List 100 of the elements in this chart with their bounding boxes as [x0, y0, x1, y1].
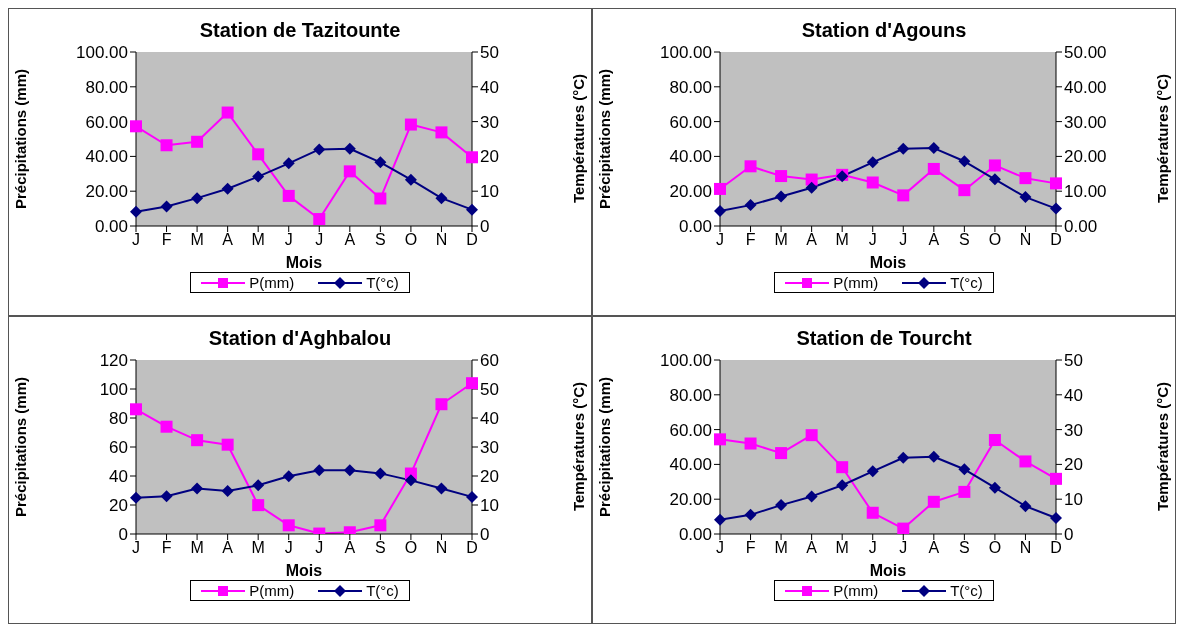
- y-tick-label: 100.00: [660, 351, 712, 371]
- y2-tick-label: 10: [480, 496, 499, 516]
- x-tick-label: J: [284, 539, 293, 557]
- y-tick-label: 80.00: [85, 77, 128, 97]
- x-tick-label: M: [835, 539, 849, 557]
- x-tick-label: N: [435, 539, 448, 557]
- y2-tick-label: 30: [480, 112, 499, 132]
- x-tick-label: M: [251, 539, 265, 557]
- y-tick-label: 120: [99, 351, 128, 371]
- x-tick-label: M: [190, 231, 204, 249]
- point: [130, 120, 142, 133]
- y-tick-label: 60.00: [669, 420, 712, 440]
- point: [805, 429, 818, 442]
- point: [775, 170, 788, 183]
- point: [927, 495, 940, 508]
- y2-tick-label: 20.00: [1064, 147, 1107, 167]
- x-tick-label: M: [774, 231, 788, 249]
- x-tick-label: N: [1019, 539, 1032, 557]
- y-tick-label: 40.00: [85, 147, 128, 167]
- point: [866, 156, 879, 169]
- point: [1019, 191, 1032, 204]
- y2-tick-label: 40: [480, 77, 499, 97]
- point: [313, 143, 326, 156]
- point: [958, 184, 971, 197]
- point: [958, 155, 971, 168]
- x-tick-label: J: [868, 231, 877, 249]
- y2-tick-label: 20: [1064, 455, 1083, 475]
- x-tick-label: S: [959, 231, 970, 249]
- point: [374, 156, 387, 169]
- x-tick-label: F: [161, 539, 172, 557]
- point: [927, 142, 940, 155]
- point: [160, 200, 173, 213]
- y-tick-label: 20: [109, 496, 128, 516]
- y-tick-label: 60: [109, 438, 128, 458]
- y-tick-label: 80: [109, 409, 128, 429]
- legend-label: T(°c): [366, 274, 399, 291]
- point: [160, 139, 173, 152]
- y-tick-label: 60.00: [85, 112, 128, 132]
- y2-tick-label: 30: [1064, 420, 1083, 440]
- point: [1050, 511, 1062, 524]
- x-tick-label: O: [404, 539, 418, 557]
- y2-axis-title: Températures (°C): [1153, 74, 1171, 204]
- y2-axis-title: Températures (°C): [1153, 382, 1171, 512]
- x-axis-title: Mois: [869, 562, 907, 579]
- point: [1019, 455, 1032, 468]
- y2-tick-label: 0: [480, 525, 490, 545]
- point: [282, 470, 295, 483]
- x-tick-label: F: [745, 231, 756, 249]
- x-axis-title: Mois: [285, 562, 323, 579]
- point: [221, 485, 234, 498]
- point: [1050, 472, 1062, 485]
- y2-tick-label: 50: [480, 380, 499, 400]
- point: [160, 490, 173, 503]
- y-tick-label: 0.00: [94, 217, 128, 237]
- y2-tick-label: 10.00: [1064, 182, 1107, 202]
- point: [805, 181, 818, 194]
- point: [313, 464, 326, 477]
- point: [191, 135, 204, 148]
- y-tick-label: 0.00: [678, 217, 712, 237]
- point: [1050, 202, 1062, 215]
- y2-tick-label: 10: [1064, 490, 1083, 510]
- point: [897, 451, 910, 464]
- y2-tick-label: 30: [480, 438, 499, 458]
- y-tick-label: 40.00: [669, 455, 712, 475]
- y2-tick-label: 40: [1064, 385, 1083, 405]
- point: [435, 398, 448, 411]
- chart-title: Station de Tazitounte: [198, 19, 402, 42]
- x-tick-label: M: [774, 539, 788, 557]
- x-tick-label: A: [222, 231, 234, 249]
- point: [958, 485, 971, 498]
- x-tick-label: J: [284, 231, 293, 249]
- x-tick-label: J: [899, 539, 908, 557]
- y-tick-label: 60.00: [669, 112, 712, 132]
- point: [836, 479, 849, 492]
- point: [958, 463, 971, 476]
- point: [988, 434, 1001, 447]
- point: [466, 151, 478, 164]
- point: [744, 437, 757, 450]
- x-tick-label: J: [899, 231, 908, 249]
- point: [714, 433, 726, 446]
- point: [805, 490, 818, 503]
- point: [343, 165, 356, 178]
- point: [466, 377, 478, 390]
- point: [191, 434, 204, 447]
- point: [343, 142, 356, 155]
- x-tick-label: J: [315, 539, 324, 557]
- point: [282, 157, 295, 170]
- x-tick-label: O: [404, 231, 418, 249]
- point: [374, 519, 387, 532]
- point: [988, 159, 1001, 172]
- y-tick-label: 40: [109, 467, 128, 487]
- point: [130, 403, 142, 416]
- x-tick-label: S: [375, 231, 386, 249]
- point: [130, 205, 142, 218]
- point: [160, 420, 173, 433]
- y-tick-label: 20.00: [669, 182, 712, 202]
- point: [374, 467, 387, 480]
- point: [897, 522, 910, 534]
- x-tick-label: J: [868, 539, 877, 557]
- point: [836, 461, 849, 474]
